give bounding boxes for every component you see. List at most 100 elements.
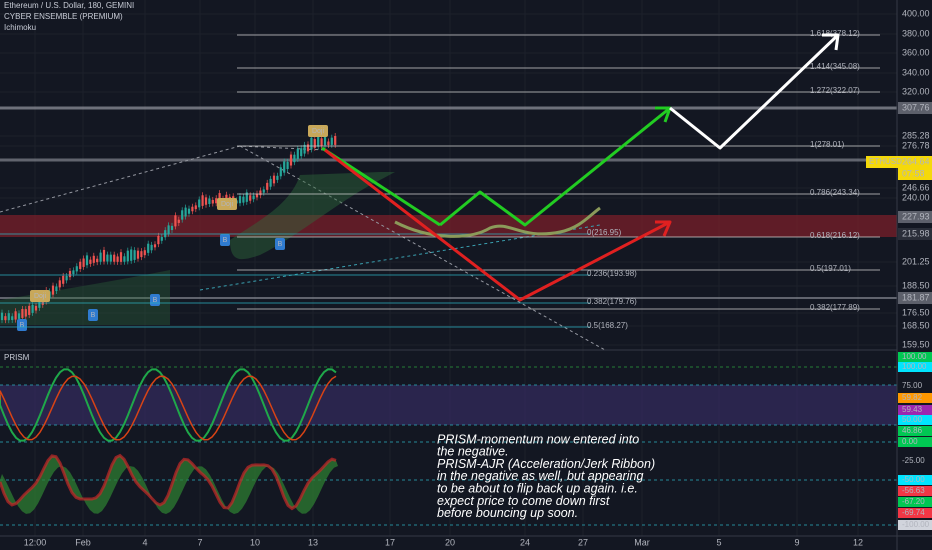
price-label: 181.87 — [902, 292, 930, 302]
prism-badge — [898, 437, 932, 447]
pane-title: PRISM — [4, 353, 30, 362]
chart-title: Ethereum / U.S. Dollar, 180, GEMINI — [4, 1, 134, 10]
candle — [211, 199, 214, 204]
time-label: 27 — [578, 537, 588, 547]
candle — [181, 210, 184, 220]
candle — [123, 256, 126, 262]
prism-badge — [898, 520, 932, 530]
candle — [184, 207, 187, 217]
candle — [283, 161, 286, 173]
candle — [323, 134, 327, 146]
price-label: 188.50 — [902, 280, 930, 290]
candle — [21, 309, 24, 318]
price-label: 159.50 — [902, 339, 930, 349]
candle — [300, 148, 303, 157]
price-label: 285.28 — [902, 130, 930, 140]
candle — [109, 254, 112, 262]
price-label: 380.00 — [902, 28, 930, 38]
prism-axis-label: 59.43 — [902, 405, 923, 414]
candle — [330, 137, 333, 145]
candle — [177, 219, 180, 223]
candle — [306, 144, 310, 152]
candle — [72, 270, 75, 275]
candle — [204, 197, 208, 205]
price-label: 264.64 — [902, 156, 930, 166]
fib-label: 0.618(216.12) — [810, 231, 860, 240]
candle — [272, 175, 276, 184]
prism-badge — [898, 415, 932, 425]
doji-tag — [217, 198, 237, 210]
candle — [245, 192, 248, 202]
doji-label: Doji — [312, 128, 325, 135]
prism-axis-label: 75.00 — [902, 381, 923, 390]
price-badge — [898, 228, 932, 240]
time-label: 7 — [197, 537, 202, 547]
annotation-line: in the negative as well, but appearing — [437, 469, 643, 483]
candle — [215, 198, 218, 204]
candle — [327, 141, 330, 145]
candle — [170, 225, 174, 231]
prism-badge — [898, 393, 932, 403]
prism-pane — [0, 366, 897, 526]
price-label: 201.25 — [902, 256, 930, 266]
candle — [31, 304, 34, 313]
price-badge — [898, 102, 932, 114]
annotation-line: PRISM-momentum now entered into — [437, 432, 639, 446]
candle — [113, 254, 116, 262]
prism-badge — [898, 352, 932, 362]
candle — [102, 249, 106, 262]
candle — [106, 254, 109, 262]
candle — [82, 258, 85, 267]
candle — [266, 182, 269, 190]
candle — [65, 275, 68, 281]
prism-axis-label: -67.20 — [902, 497, 925, 506]
time-label: 20 — [445, 537, 455, 547]
fib-label: 0.382(179.76) — [587, 297, 637, 306]
fib-label: 0.786(243.34) — [810, 188, 860, 197]
candle — [62, 275, 65, 284]
candle — [150, 244, 153, 251]
candle — [58, 280, 61, 288]
candle — [136, 250, 140, 259]
symbol-badge — [866, 156, 898, 168]
time-label: 10 — [250, 537, 260, 547]
buy-tag — [275, 238, 285, 250]
candle — [89, 259, 92, 264]
price-label: 340.00 — [902, 67, 930, 77]
arrow — [321, 146, 441, 227]
arrow — [324, 148, 671, 302]
prism-badge — [898, 362, 932, 372]
price-label: 240.00 — [902, 192, 930, 202]
prism-badge — [898, 497, 932, 507]
candle — [68, 270, 72, 278]
fib-label: 0(216.95) — [587, 228, 622, 237]
candle — [293, 154, 296, 163]
candle — [259, 190, 262, 196]
prism-axis-label: -69.74 — [902, 508, 925, 517]
resistance-zone — [0, 215, 897, 237]
candle — [279, 167, 282, 177]
price-badge — [898, 168, 932, 180]
price-label: 176.50 — [902, 307, 930, 317]
axes: 12:00 Feb 4 7 10 13 17 20 24 27 Mar 5 9 12 400.00 380.0… — [24, 8, 932, 547]
candle — [140, 251, 143, 258]
price-label: 227.93 — [902, 211, 930, 221]
buy-tag — [220, 234, 230, 246]
candle — [334, 135, 337, 145]
candle — [238, 196, 242, 204]
candle — [116, 256, 119, 262]
candle — [157, 235, 160, 245]
candle — [130, 249, 133, 261]
candle — [92, 255, 95, 263]
candle — [242, 196, 245, 203]
time-label: Mar — [634, 537, 650, 547]
buy-label: B — [153, 297, 158, 304]
buy-label: B — [278, 241, 283, 248]
buy-tag — [17, 319, 27, 331]
candle — [4, 316, 7, 321]
prism-badge — [898, 475, 932, 485]
trend-line — [239, 145, 606, 351]
prism-axis-label: 100.00 — [902, 362, 927, 371]
